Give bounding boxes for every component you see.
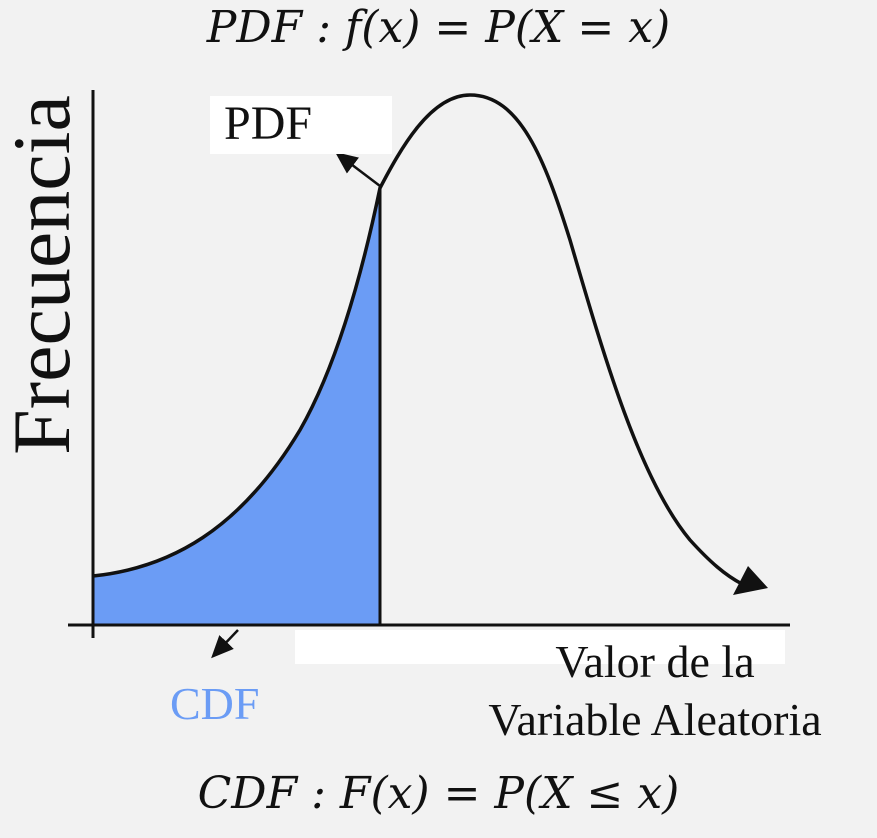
- x-axis-label-background: [295, 630, 785, 664]
- pdf-formula: PDF : f(x) = P(X = x): [206, 2, 671, 53]
- x-axis-label: Valor de la Variable Aleatoria: [455, 633, 855, 749]
- y-axis-label: Frecuencia: [0, 95, 87, 455]
- pdf-curve-label: PDF: [224, 97, 313, 150]
- pdf-label-background: [210, 96, 392, 154]
- cdf-shaded-area: [93, 188, 380, 625]
- arrowhead-icon: [733, 566, 768, 595]
- cdf-area-label: CDF: [170, 678, 260, 729]
- arrow-down-left-icon: [211, 629, 239, 659]
- x-axis-label-line1: Valor de la: [555, 636, 755, 687]
- arrow-up-left-icon: [335, 151, 381, 187]
- cdf-formula: CDF : F(x) = P(X ≤ x): [197, 768, 680, 819]
- pdf-curve: [92, 93, 743, 586]
- x-axis-label-line2: Variable Aleatoria: [488, 694, 822, 745]
